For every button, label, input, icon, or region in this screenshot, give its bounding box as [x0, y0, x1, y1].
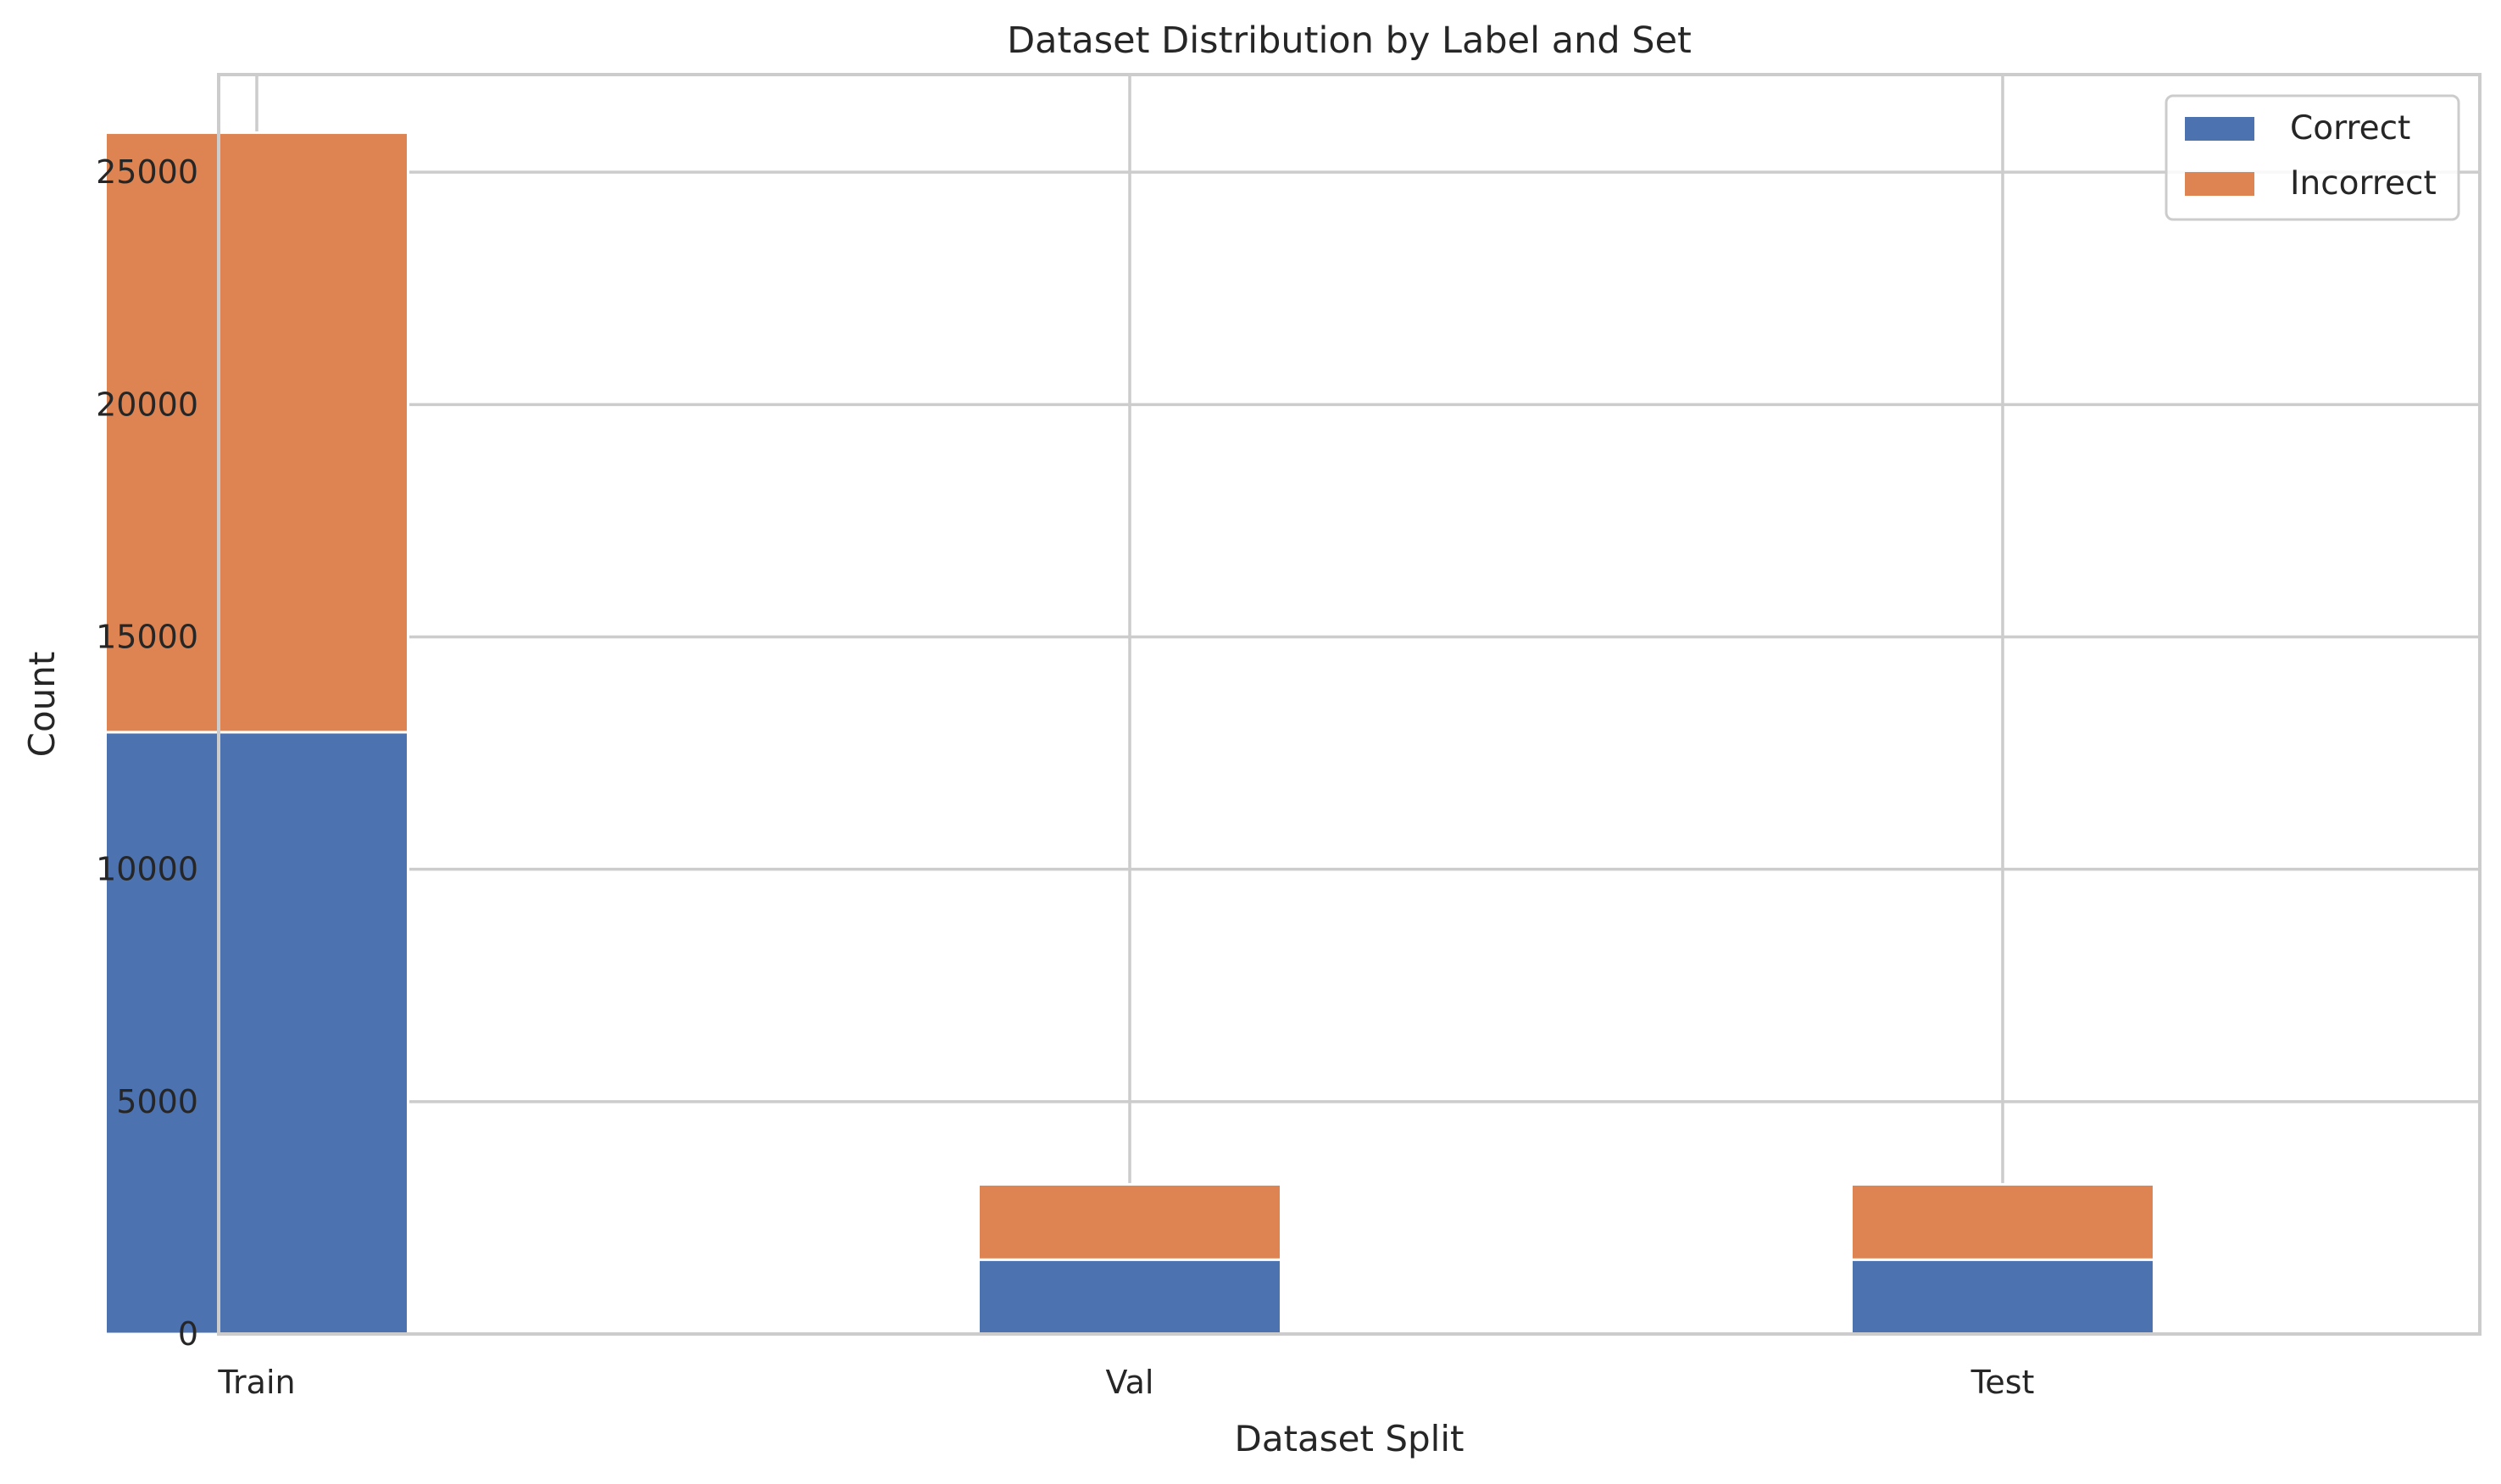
bar-correct-val [977, 1258, 1282, 1336]
bar-incorrect-val [977, 1182, 1282, 1261]
y-tick-label: 25000 [96, 153, 198, 191]
y-axis-label: Count [21, 652, 63, 758]
legend-swatch-incorrect [2185, 172, 2254, 196]
x-axis-label: Dataset Split [1235, 1418, 1464, 1459]
y-tick-label: 20000 [96, 386, 198, 423]
y-tick-label: 15000 [96, 618, 198, 655]
axes-border [217, 73, 2482, 1336]
y-tick-label: 10000 [96, 851, 198, 888]
plot-area [219, 75, 2480, 1334]
y-tick-label: 5000 [116, 1083, 198, 1120]
bar-correct-test [1850, 1258, 2155, 1336]
axes-frame [217, 73, 2482, 1336]
y-tick-label: 0 [178, 1315, 198, 1353]
legend-swatch-correct [2185, 117, 2254, 141]
bar-correct-train [104, 731, 409, 1336]
legend: Correct Incorrect [2165, 94, 2460, 221]
x-tick-label: Train [217, 1364, 295, 1401]
bars [104, 131, 2155, 1336]
tick-labels: 0 5000 10000 15000 20000 25000 Train Val Test [96, 153, 2034, 1401]
bar-incorrect-test [1850, 1182, 2155, 1261]
x-tick-label: Val [1106, 1364, 1154, 1401]
chart-title: Dataset Distribution by Label and Set [1007, 19, 1692, 62]
x-tick-label: Test [1970, 1364, 2035, 1401]
grid-lines [219, 75, 2480, 1336]
bar-incorrect-train [104, 131, 409, 734]
legend-label-correct: Correct [2290, 109, 2410, 147]
legend-label-incorrect: Incorrect [2290, 164, 2437, 203]
